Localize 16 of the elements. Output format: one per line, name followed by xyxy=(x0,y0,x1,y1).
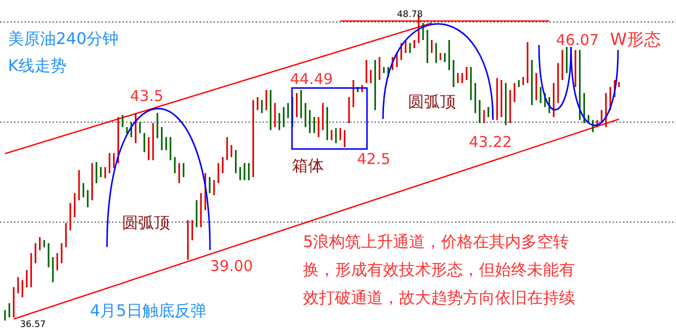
annotation: 44.49 xyxy=(290,70,333,88)
annotation: 39.00 xyxy=(210,257,253,275)
annotation: W形态 xyxy=(610,30,661,50)
annotation: 4月5日触底反弹 xyxy=(90,301,206,320)
annotation: 46.07 xyxy=(556,31,599,49)
annotation: 圆弧顶 xyxy=(408,92,456,111)
annotation: 圆弧顶 xyxy=(122,213,170,232)
annotation: 5浪构筑上升通道，价格在其内多空转换，形成有效技术形态，但始终未能有效打破通道，故大趋势方向依旧在持续 xyxy=(303,232,575,307)
text: K线走势 xyxy=(8,56,66,75)
annotation: 箱体 xyxy=(292,156,324,175)
annotation: 43.5 xyxy=(130,87,164,105)
annotation: 36.57 xyxy=(20,320,46,330)
annotation: 42.5 xyxy=(357,150,390,168)
text: 美原油240分钟 xyxy=(8,29,119,48)
annotation: 43.22 xyxy=(469,133,512,151)
annotation: 48.78 xyxy=(397,10,424,20)
